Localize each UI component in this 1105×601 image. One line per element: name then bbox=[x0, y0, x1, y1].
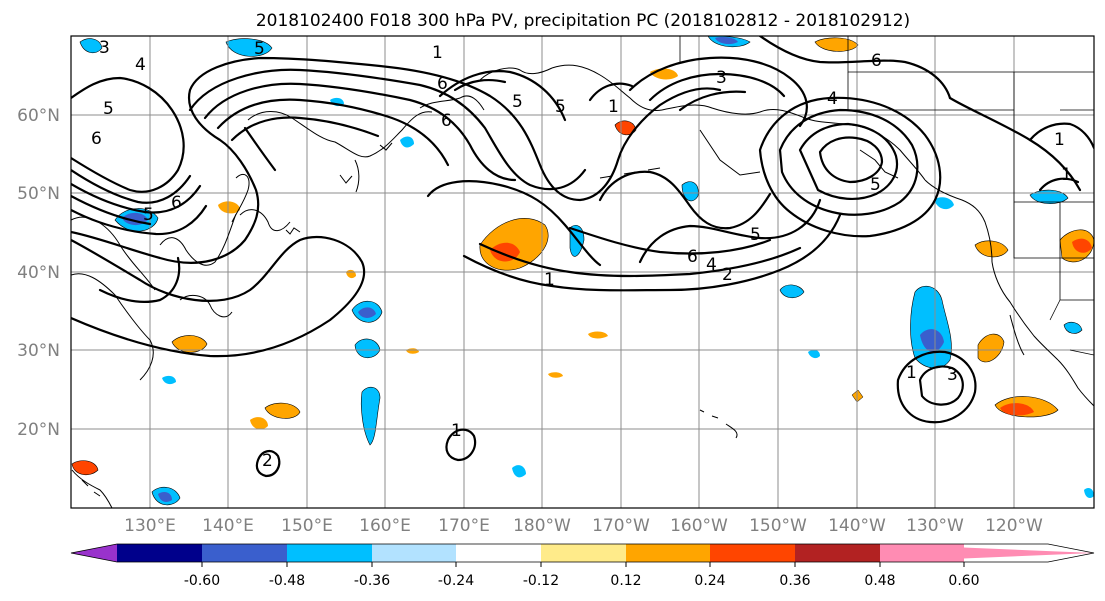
colorbar-tick-label: -0.48 bbox=[269, 573, 305, 589]
contour-label: 2 bbox=[722, 265, 733, 285]
lon-label: 140°E bbox=[202, 516, 254, 536]
lon-label: 130°W bbox=[906, 516, 964, 536]
colorbar: -0.60 -0.48 -0.36 -0.24 -0.12 0.12 0.24 … bbox=[70, 543, 1095, 589]
contour-label: 1 bbox=[1054, 130, 1065, 150]
contour-label: 6 bbox=[437, 74, 448, 94]
longitude-labels: 130°E 140°E 150°E 160°E 170°E 180°W 170°… bbox=[124, 516, 1043, 536]
lon-label: 170°E bbox=[438, 516, 490, 536]
contour-label: 5 bbox=[143, 205, 154, 225]
contour-label: 6 bbox=[171, 193, 182, 213]
colorbar-tick-label: -0.24 bbox=[438, 573, 474, 589]
pv-contours bbox=[71, 36, 1094, 478]
lon-label: 170°W bbox=[592, 516, 650, 536]
colorbar-segment bbox=[202, 544, 287, 562]
colorbar-tick-label: 0.48 bbox=[864, 573, 895, 589]
coastlines bbox=[71, 64, 1094, 508]
contour-label: 1 bbox=[1061, 165, 1072, 185]
contour-label: 6 bbox=[441, 111, 452, 131]
colorbar-segment bbox=[880, 544, 964, 562]
lon-label: 130°E bbox=[124, 516, 176, 536]
lat-label: 40°N bbox=[17, 263, 60, 283]
lon-label: 180°W bbox=[513, 516, 571, 536]
contour-label: 6 bbox=[91, 129, 102, 149]
contour-label: 4 bbox=[706, 255, 717, 275]
lon-label: 150°W bbox=[749, 516, 807, 536]
contour-label: 5 bbox=[750, 225, 761, 245]
contour-label: 5 bbox=[555, 97, 566, 117]
lat-label: 50°N bbox=[17, 184, 60, 204]
colorbar-tick-label: -0.12 bbox=[523, 573, 559, 589]
colorbar-tick-label: 0.36 bbox=[779, 573, 810, 589]
colorbar-segment bbox=[456, 544, 541, 562]
colorbar-segment bbox=[710, 544, 795, 562]
colorbar-segment bbox=[541, 544, 626, 562]
contour-label: 4 bbox=[827, 89, 838, 109]
lon-label: 160°E bbox=[359, 516, 411, 536]
colorbar-segment bbox=[287, 544, 372, 562]
contour-label: 5 bbox=[512, 92, 523, 112]
political-borders bbox=[679, 36, 1094, 356]
contour-label: 1 bbox=[432, 43, 443, 63]
map-frame bbox=[70, 35, 1095, 509]
lat-label: 20°N bbox=[17, 420, 60, 440]
contour-label: 1 bbox=[608, 97, 619, 117]
contour-label: 1 bbox=[544, 270, 555, 290]
lon-label: 160°W bbox=[670, 516, 728, 536]
contour-label: 3 bbox=[716, 68, 727, 88]
contour-label: 3 bbox=[99, 38, 110, 58]
contour-label: 5 bbox=[103, 99, 114, 119]
contour-label: 3 bbox=[947, 365, 958, 385]
contour-label: 6 bbox=[687, 247, 698, 267]
graticule bbox=[71, 36, 1094, 508]
contour-label: 5 bbox=[254, 39, 265, 59]
contour-label: 1 bbox=[451, 421, 462, 441]
lat-label: 30°N bbox=[17, 341, 60, 361]
lat-label: 60°N bbox=[17, 106, 60, 126]
precip-shading bbox=[71, 36, 1094, 506]
map-panel: 3 5 4 5 6 1 6 5 6 5 3 6 1 4 5 6 5 2 4 6 … bbox=[71, 36, 1094, 508]
colorbar-tick-label: -0.36 bbox=[354, 573, 390, 589]
colorbar-segment bbox=[795, 544, 880, 562]
contour-label: 1 bbox=[906, 363, 917, 383]
colorbar-segment bbox=[372, 544, 456, 562]
lon-label: 140°W bbox=[828, 516, 886, 536]
colorbar-lower-extension bbox=[71, 544, 117, 562]
colorbar-tick-label: 0.12 bbox=[610, 573, 641, 589]
contour-label: 5 bbox=[870, 175, 881, 195]
colorbar-segment bbox=[117, 544, 202, 562]
colorbar-segment bbox=[626, 544, 710, 562]
contour-label: 4 bbox=[135, 55, 146, 75]
figure-title: 2018102400 F018 300 hPa PV, precipitatio… bbox=[256, 11, 910, 31]
lon-label: 120°W bbox=[985, 516, 1043, 536]
contour-labels: 3 5 4 5 6 1 6 5 6 5 3 6 1 4 5 6 5 2 4 6 … bbox=[91, 38, 1072, 471]
colorbar-tick-label: 0.60 bbox=[948, 573, 979, 589]
colorbar-ticks bbox=[201, 562, 965, 567]
colorbar-tick-label: -0.60 bbox=[184, 573, 220, 589]
contour-label: 2 bbox=[262, 451, 273, 471]
latitude-labels: 60°N 50°N 40°N 30°N 20°N bbox=[17, 106, 60, 440]
lon-label: 150°E bbox=[281, 516, 333, 536]
contour-label: 6 bbox=[871, 51, 882, 71]
colorbar-tick-label: 0.24 bbox=[694, 573, 725, 589]
